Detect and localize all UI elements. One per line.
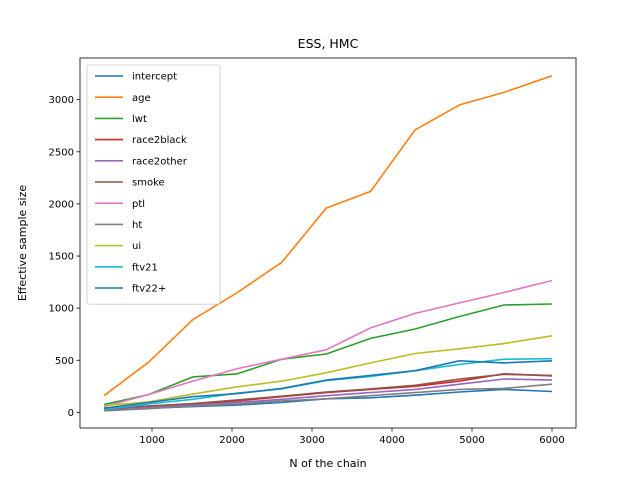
series-line-9 xyxy=(103,357,553,410)
y-tick-label: 500 xyxy=(55,356,74,367)
y-tick-label: 3000 xyxy=(49,95,74,106)
x-tick-label: 4000 xyxy=(379,435,404,446)
legend-label-3: race2black xyxy=(132,135,187,146)
legend-box xyxy=(86,64,221,305)
legend-label-1: age xyxy=(132,93,151,104)
series-line-5 xyxy=(103,373,553,409)
x-tick-label: 5000 xyxy=(459,435,484,446)
x-axis-label: N of the chain xyxy=(289,457,366,470)
y-axis-ticks: 0 500 1000 1500 2000 2500 3000 xyxy=(49,95,80,419)
y-tick-label: 2000 xyxy=(49,199,74,210)
y-axis-label: Effective sample size xyxy=(16,185,29,302)
y-tick-label: 1500 xyxy=(49,252,74,263)
y-tick-label: 0 xyxy=(68,408,74,419)
legend-label-6: ptl xyxy=(132,199,145,210)
legend-label-8: ui xyxy=(132,241,141,252)
series-line-7 xyxy=(103,383,553,412)
legend-label-4: race2other xyxy=(132,156,188,167)
x-axis-ticks: 1000 2000 3000 4000 5000 6000 xyxy=(139,428,565,446)
legend-label-7: ht xyxy=(132,220,142,231)
plot-lines xyxy=(103,74,553,412)
x-tick-label: 6000 xyxy=(539,435,564,446)
legend-label-10: ftv22+ xyxy=(132,284,166,295)
series-line-2 xyxy=(103,303,553,406)
series-line-4 xyxy=(103,378,553,412)
series-line-6 xyxy=(103,279,553,408)
x-tick-label: 1000 xyxy=(139,435,164,446)
y-tick-label: 2500 xyxy=(49,147,74,158)
legend-label-9: ftv21 xyxy=(132,262,158,273)
series-line-1 xyxy=(103,74,553,397)
plot-frame xyxy=(79,57,577,429)
x-tick-label: 2000 xyxy=(219,435,244,446)
legend: intercept age lwt race2black race2other smoke… xyxy=(86,64,221,305)
chart-title: ESS, HMC xyxy=(298,36,359,51)
x-tick-label: 3000 xyxy=(299,435,324,446)
legend-label-5: smoke xyxy=(132,178,165,189)
legend-label-0: intercept xyxy=(132,72,177,83)
series-line-8 xyxy=(103,335,553,407)
y-tick-label: 1000 xyxy=(49,304,74,315)
legend-label-2: lwt xyxy=(132,114,147,125)
series-line-10 xyxy=(103,359,553,409)
